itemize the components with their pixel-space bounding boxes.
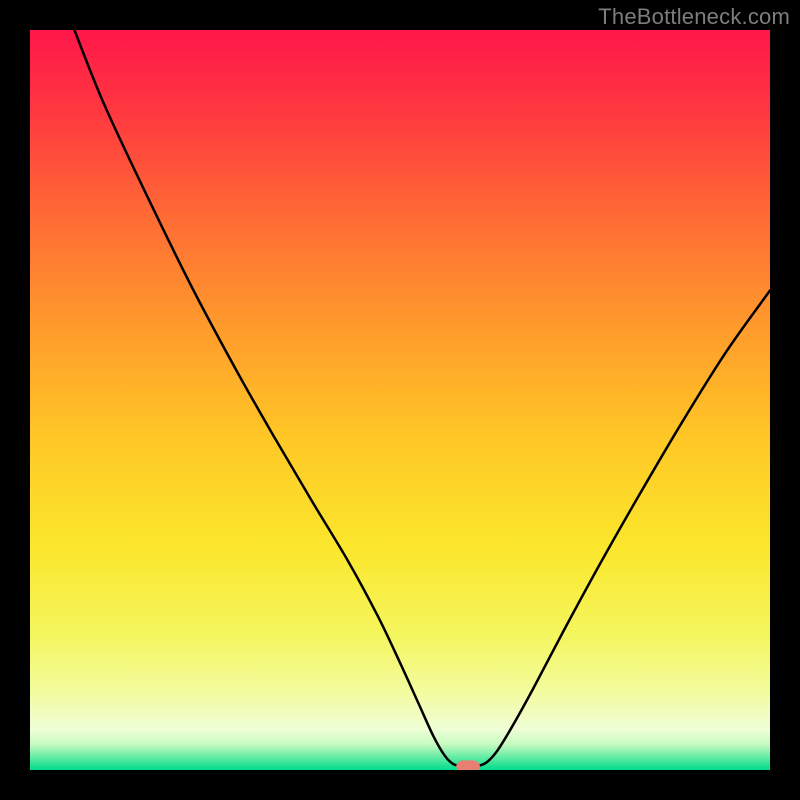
watermark-text: TheBottleneck.com: [598, 4, 790, 30]
chart-frame: TheBottleneck.com: [0, 0, 800, 800]
optimal-point-marker: [456, 760, 480, 770]
gradient-background: [30, 30, 770, 770]
bottleneck-curve-chart: [30, 30, 770, 770]
plot-area: [30, 30, 770, 770]
